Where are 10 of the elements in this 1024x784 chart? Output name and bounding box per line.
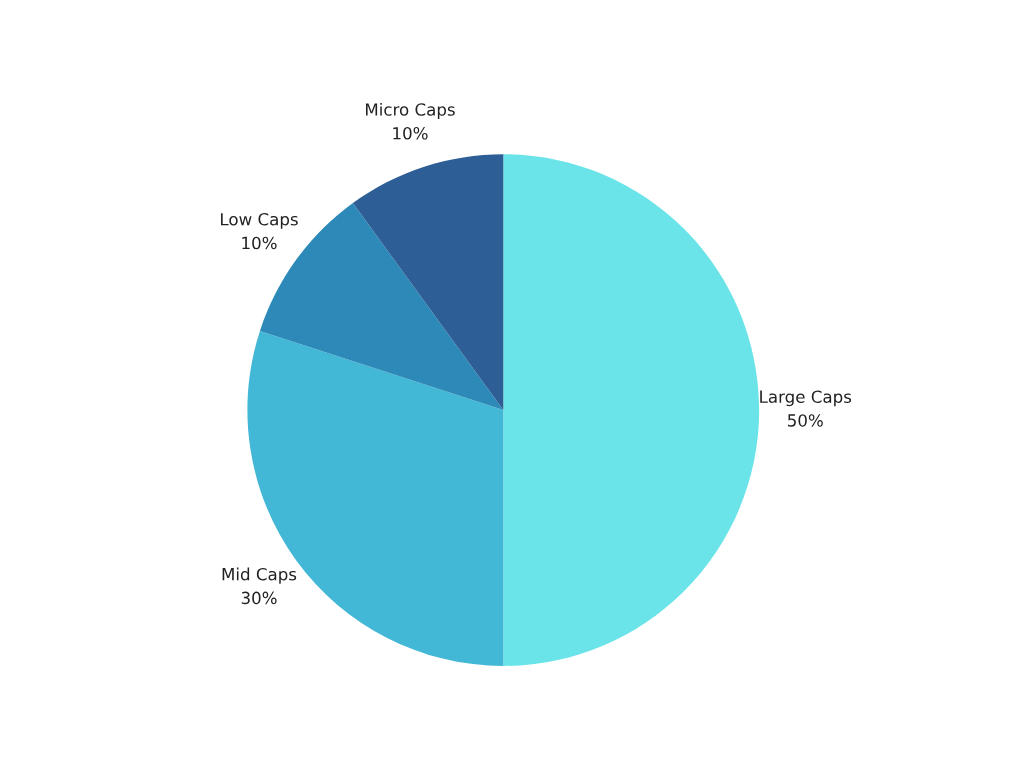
data-label: 10% xyxy=(393,126,428,140)
data-label: 10% xyxy=(242,236,277,250)
data-label: 30% xyxy=(241,591,277,605)
slice-label: Micro Caps xyxy=(365,102,455,120)
pie-slice xyxy=(352,154,504,411)
slice-label: Mid Caps xyxy=(222,567,297,584)
slice-label: Low Caps xyxy=(221,212,298,229)
pie-slice xyxy=(503,154,760,666)
data-label: 50% xyxy=(788,414,823,427)
slice-label: Large Caps xyxy=(760,390,852,407)
